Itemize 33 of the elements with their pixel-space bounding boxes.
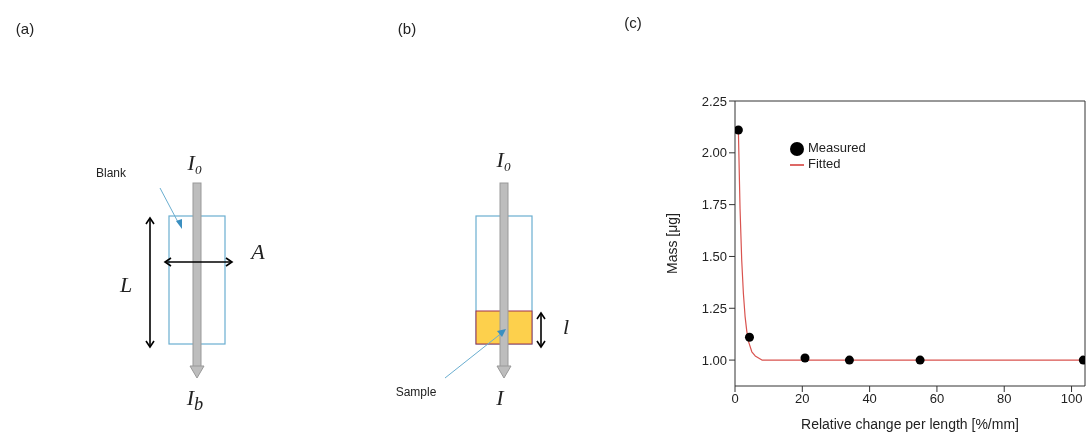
y-axis-title: Mass [μg] [663,213,680,274]
point [844,355,854,365]
text: I [496,385,504,411]
x-axis-title: Relative change per length [%/mm] [801,416,1019,432]
y-tick-label: 1.25 [701,300,727,316]
y-tick-label: 2.25 [701,93,727,109]
text: Sample [395,385,437,399]
text: (b) [397,19,417,37]
x-tick-label: 40 [862,391,877,407]
point [915,355,925,365]
legend-label: Measured [808,140,866,155]
legend-label: Fitted [808,156,841,171]
text: (a) [15,19,35,37]
text: l [562,314,570,340]
point [735,125,743,135]
text: I$_{b}$ [186,384,204,416]
text: L [119,272,133,298]
text: A [251,239,265,265]
y-tick-label: 1.00 [701,352,727,368]
chart-title: (c) [624,13,642,31]
text: I₀ [187,150,203,176]
x-tick-label: 100 [1060,391,1083,407]
text: I₀ [496,147,512,173]
y-tick-label: 1.75 [701,197,727,213]
x-tick-label: 0 [731,391,739,407]
point [744,332,754,342]
text: Blank [95,166,127,180]
x-tick-label: 60 [929,391,945,407]
x-tick-label: 80 [997,391,1012,407]
x-tick-label: 20 [795,391,810,407]
point [800,353,810,363]
y-tick-label: 2.00 [701,145,727,161]
y-tick-label: 1.50 [701,249,727,265]
